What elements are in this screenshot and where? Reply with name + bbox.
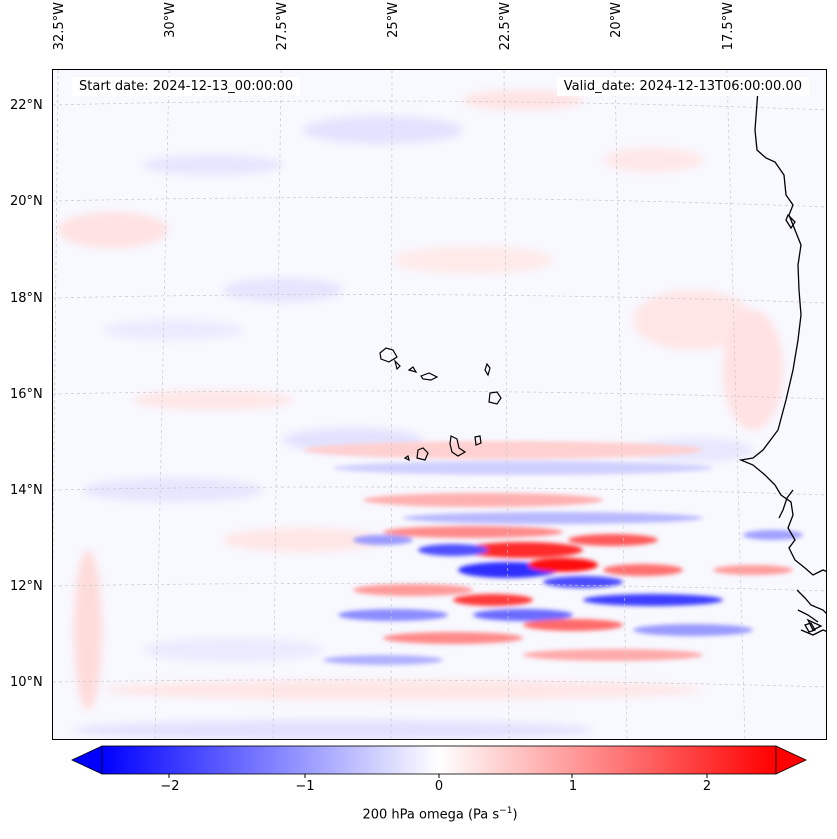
colorbar-tick-neg1: −1	[295, 779, 315, 794]
colorbar-label: 200 hPa omega (Pa s−1)	[0, 806, 837, 822]
lon-label-22-5w: 22.5°W	[498, 2, 513, 51]
colorbar-tick-neg2: −2	[160, 779, 180, 794]
colorbar-label-prefix: 200 hPa omega (Pa s	[362, 807, 500, 823]
colorbar-label-suffix: )	[512, 807, 518, 823]
colorbar-gradient	[101, 745, 777, 775]
graticule	[53, 70, 826, 739]
omega-field-map	[53, 70, 826, 739]
lat-label-14n: 14°N	[10, 483, 43, 498]
colorbar-label-exponent: −1	[499, 806, 513, 816]
lat-label-16n: 16°N	[10, 387, 43, 402]
colorbar-extend-min	[71, 745, 103, 775]
lon-label-17-5w: 17.5°W	[721, 2, 736, 51]
map-panel[interactable]	[52, 69, 827, 740]
lon-label-25w: 25°W	[386, 2, 401, 38]
colorbar-extend-max	[775, 745, 807, 775]
lat-label-18n: 18°N	[10, 291, 43, 306]
coastline	[738, 89, 826, 636]
colorbar-tick-2: 2	[702, 779, 712, 794]
colorbar-tick-1: 1	[568, 779, 578, 794]
colorbar-tick-0: 0	[434, 779, 444, 794]
cape-verde-islands	[379, 347, 502, 462]
lat-label-20n: 20°N	[10, 194, 43, 209]
lat-label-10n: 10°N	[10, 675, 43, 690]
colorbar	[71, 745, 807, 778]
lon-label-32-5w: 32.5°W	[52, 2, 67, 51]
lon-label-27-5w: 27.5°W	[275, 2, 290, 51]
lat-label-22n: 22°N	[10, 98, 43, 113]
colorbar-ticks	[168, 774, 708, 778]
valid-date-label: Valid_date: 2024-12-13T06:00:00.00	[556, 77, 809, 96]
lon-label-20w: 20°W	[609, 2, 624, 38]
start-date-label: Start date: 2024-12-13_00:00:00	[72, 77, 301, 96]
weak-field-background	[58, 90, 783, 739]
lon-label-30w: 30°W	[163, 2, 178, 38]
lat-label-12n: 12°N	[10, 579, 43, 594]
